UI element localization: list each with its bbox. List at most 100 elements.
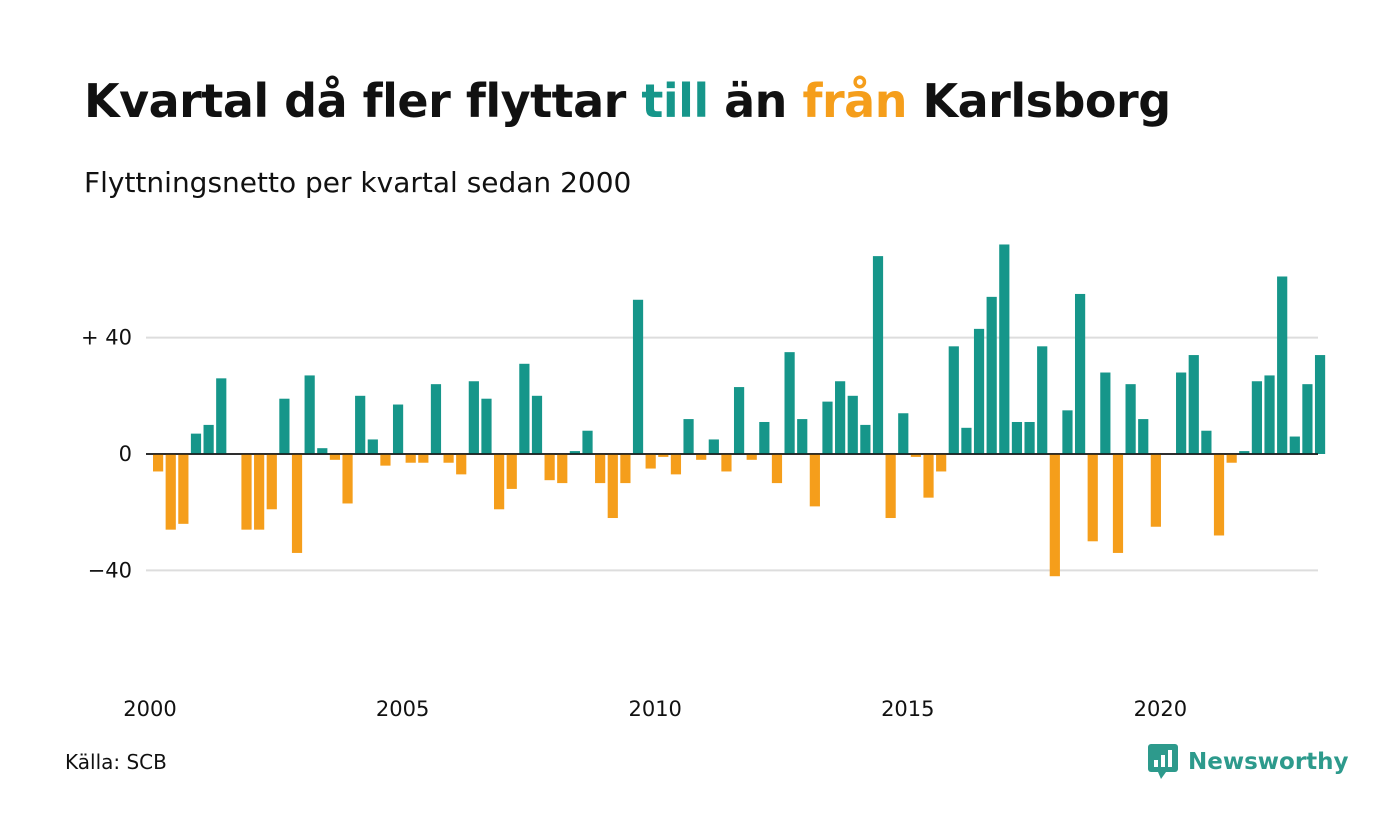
- bar-quarter-19: [380, 454, 391, 466]
- bar-quarter-17: [355, 395, 366, 454]
- x-tick-label: 2005: [376, 697, 429, 721]
- bar-quarter-57: [860, 424, 871, 454]
- bar-quarter-78: [1125, 384, 1136, 454]
- source-label: Källa: SCB: [65, 750, 167, 774]
- bar-quarter-6: [216, 378, 227, 454]
- bar-quarter-56: [847, 395, 858, 454]
- chart-bubble-icon: [1148, 744, 1178, 779]
- bar-quarter-27: [481, 398, 492, 454]
- bar-quarter-92: [1302, 384, 1313, 454]
- bar-quarter-79: [1138, 419, 1149, 454]
- bar-quarter-75: [1087, 454, 1098, 542]
- bar-quarter-1: [153, 454, 164, 472]
- bar-quarter-76: [1100, 372, 1111, 454]
- title-fran: från: [802, 74, 907, 128]
- bar-quarter-10: [266, 454, 277, 510]
- bar-quarter-87: [1239, 451, 1250, 454]
- bar-quarter-41: [658, 454, 669, 457]
- bar-quarter-35: [582, 430, 593, 454]
- bar-quarter-20: [392, 404, 404, 454]
- bar-quarter-46: [721, 454, 732, 472]
- bar-quarter-88: [1251, 381, 1263, 454]
- bar-quarter-33: [557, 454, 568, 484]
- bar-quarter-93: [1314, 355, 1326, 454]
- x-tick-label: 2015: [881, 697, 934, 721]
- bar-quarter-50: [771, 454, 783, 484]
- bar-quarter-63: [936, 454, 947, 472]
- y-axis-labels: + 40 0 −40: [81, 326, 132, 583]
- bar-quarter-72: [1049, 454, 1060, 577]
- bar-quarter-64: [948, 346, 959, 454]
- bar-quarter-5: [203, 424, 214, 454]
- bar-quarter-3: [178, 454, 189, 524]
- chart-subtitle: Flyttningsnetto per kvartal sedan 2000: [84, 166, 632, 199]
- bar-quarter-22: [418, 454, 429, 463]
- bar-quarter-73: [1062, 410, 1073, 454]
- x-tick-label: 2000: [123, 697, 176, 721]
- bar-quarter-28: [494, 454, 505, 510]
- bar-quarter-86: [1226, 454, 1237, 463]
- chart-title: Kvartal då fler flyttar till än från Kar…: [84, 74, 1171, 128]
- bar-quarter-89: [1264, 375, 1275, 454]
- title-part-1: Kvartal då fler flyttar: [84, 74, 642, 128]
- bar-quarter-55: [835, 381, 846, 454]
- bar-quarter-25: [456, 454, 467, 475]
- bar-quarter-4: [190, 433, 202, 454]
- bar-quarter-32: [544, 454, 555, 481]
- bar-quarter-42: [670, 454, 682, 475]
- bar-quarter-47: [733, 387, 745, 454]
- bar-quarter-29: [506, 454, 517, 489]
- bar-quarter-31: [531, 395, 543, 454]
- bar-quarter-36: [595, 454, 606, 484]
- bar-quarter-66: [973, 328, 985, 454]
- bar-quarter-15: [329, 454, 341, 460]
- bar-quarter-8: [241, 454, 252, 530]
- bar-quarter-91: [1289, 436, 1300, 454]
- bar-quarter-58: [872, 256, 884, 454]
- bar-quarter-71: [1037, 346, 1048, 454]
- bar-quarter-43: [683, 419, 694, 454]
- bar-quarter-69: [1011, 421, 1023, 454]
- bar-quarter-45: [708, 439, 719, 454]
- bar-quarter-53: [809, 454, 820, 507]
- bar-quarter-62: [923, 454, 934, 498]
- bar-quarter-9: [254, 454, 265, 530]
- x-axis-labels: 2000 2005 2010 2015 2020: [123, 697, 1187, 721]
- bar-quarter-80: [1150, 454, 1161, 527]
- bar-quarter-59: [885, 454, 896, 519]
- bars: [146, 244, 1326, 577]
- bar-quarter-24: [443, 454, 454, 463]
- bar-quarter-70: [1024, 421, 1035, 454]
- bar-quarter-34: [569, 451, 580, 454]
- brand-name: Newsworthy: [1188, 749, 1349, 775]
- y-tick-label: −40: [88, 558, 132, 582]
- bar-quarter-85: [1213, 454, 1225, 536]
- brand-logo[interactable]: Newsworthy: [1148, 744, 1349, 780]
- bar-quarter-2: [165, 454, 176, 530]
- bar-quarter-21: [405, 454, 416, 463]
- y-tick-label: + 40: [81, 326, 132, 350]
- bar-quarter-16: [342, 454, 353, 504]
- bar-quarter-23: [430, 384, 442, 454]
- bar-quarter-65: [961, 427, 972, 454]
- bar-quarter-30: [519, 363, 530, 454]
- bar-quarter-14: [317, 448, 328, 454]
- bar-quarter-26: [468, 381, 479, 454]
- bar-quarter-67: [986, 296, 997, 454]
- y-tick-label: 0: [119, 442, 132, 466]
- bar-quarter-12: [291, 454, 303, 553]
- bar-quarter-38: [620, 454, 631, 484]
- bar-quarter-40: [645, 454, 656, 469]
- bar-quarter-13: [304, 375, 315, 454]
- x-tick-label: 2020: [1134, 697, 1187, 721]
- bar-quarter-84: [1201, 430, 1212, 454]
- bar-quarter-83: [1188, 355, 1199, 454]
- bar-quarter-90: [1277, 276, 1288, 454]
- bar-quarter-44: [696, 454, 707, 460]
- bar-quarter-39: [632, 299, 644, 454]
- bar-quarter-77: [1112, 454, 1124, 553]
- bar-quarter-74: [1074, 293, 1086, 454]
- bar-quarter-11: [279, 398, 290, 454]
- title-part-2: än: [708, 74, 803, 128]
